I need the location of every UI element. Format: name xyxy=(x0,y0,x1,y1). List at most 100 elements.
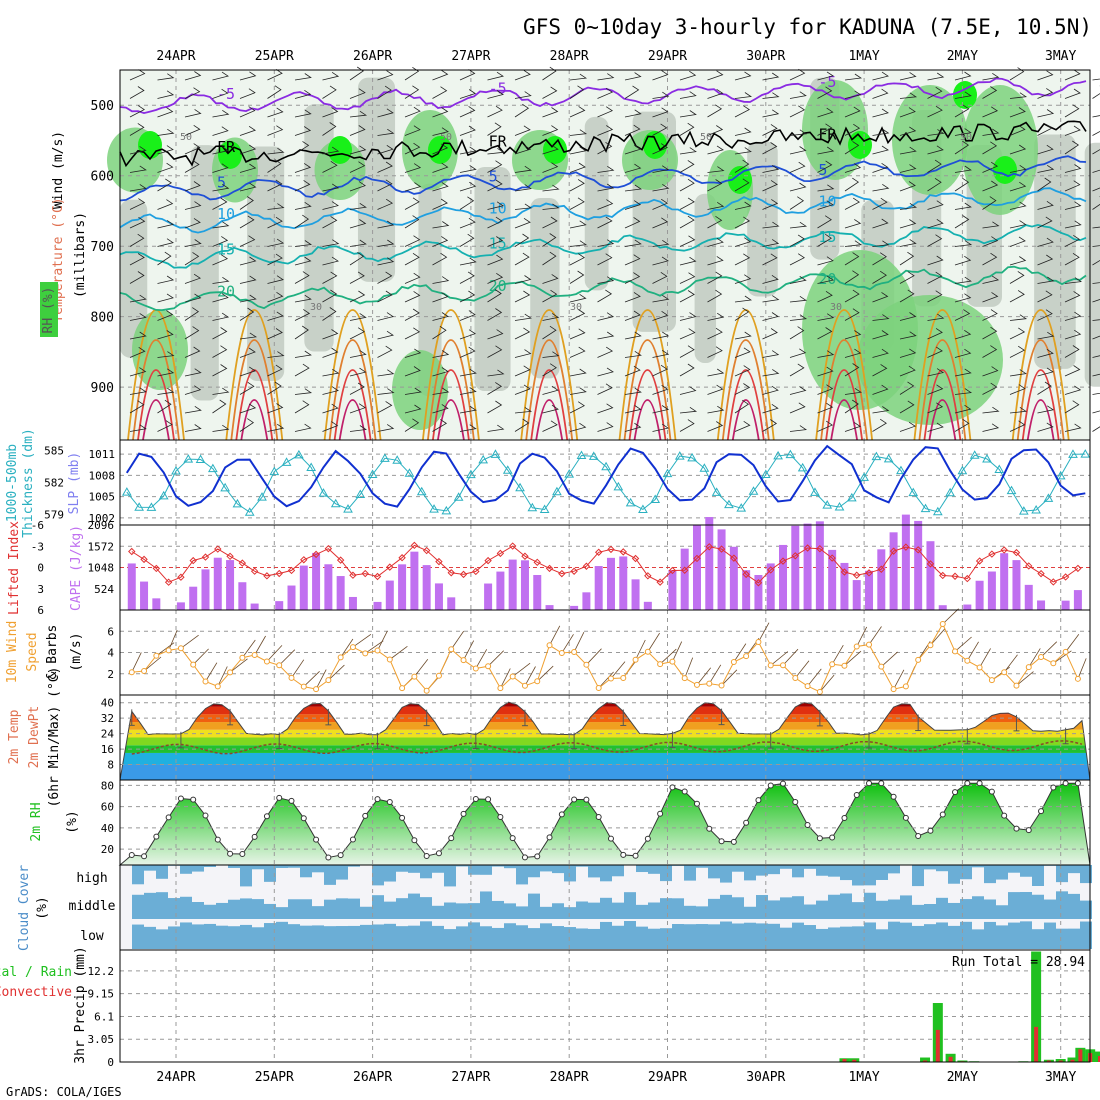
wind-barb xyxy=(789,275,807,284)
wind-barb xyxy=(377,198,394,210)
wind-barb xyxy=(872,128,890,136)
wind-barb xyxy=(872,71,889,81)
cloud-bar xyxy=(996,865,1008,880)
thickness-marker xyxy=(515,482,525,492)
wind-barb xyxy=(1064,220,1082,229)
wind-barb xyxy=(597,216,613,229)
cloud-bar xyxy=(192,865,204,872)
thickness-marker xyxy=(355,489,366,498)
warm-isotherm xyxy=(328,339,377,441)
wind-barb xyxy=(734,347,751,358)
wind-barb xyxy=(239,196,254,210)
wind-barb xyxy=(597,199,614,210)
wind-barb xyxy=(707,179,723,192)
cape-bar xyxy=(226,560,235,610)
cloud-bar xyxy=(288,865,300,868)
wind-speed-marker xyxy=(829,661,836,668)
li-marker xyxy=(717,545,726,553)
wind-barb xyxy=(239,125,256,136)
temp-outline xyxy=(119,701,1091,781)
warm-isotherm xyxy=(928,399,957,441)
wind-barb xyxy=(1037,422,1054,432)
wind-barb xyxy=(734,420,751,432)
cloud-bar xyxy=(924,903,936,919)
warm-isotherm xyxy=(240,399,269,441)
cloud-bar xyxy=(624,921,636,949)
wind-barb xyxy=(1064,385,1082,395)
wind-barb xyxy=(844,106,861,118)
cloud-bar xyxy=(204,904,216,919)
cape-bar xyxy=(692,524,701,610)
wind-barb xyxy=(734,365,751,377)
wind-barb xyxy=(157,275,175,284)
cloud-bar xyxy=(252,927,264,949)
li-marker xyxy=(853,571,861,579)
wind-barb xyxy=(1009,92,1028,99)
wind-barb xyxy=(157,251,172,266)
wind-barb xyxy=(239,106,256,118)
bottom-date-label: 30APR xyxy=(746,1070,785,1085)
rh-marker xyxy=(214,836,221,843)
wind-barb xyxy=(349,271,365,284)
wind-barb xyxy=(349,88,366,99)
wind-barb xyxy=(1092,299,1100,303)
cloud-bar xyxy=(264,865,276,882)
wind-speed-marker xyxy=(1074,675,1081,682)
wind-barb xyxy=(817,86,833,99)
wind-barb xyxy=(349,125,366,136)
rh-dry-band xyxy=(190,145,219,401)
precip-convective-bar xyxy=(852,1059,857,1062)
cape-bar xyxy=(434,583,443,610)
warm-isotherm xyxy=(721,339,770,441)
cloud-bar xyxy=(636,904,648,919)
temp-band xyxy=(120,745,1090,753)
li-tick-label: 0 xyxy=(37,562,44,575)
cloud-bar xyxy=(840,926,852,949)
thickness-marker xyxy=(822,500,833,509)
isotherm-line xyxy=(119,187,1087,234)
wind-barb xyxy=(404,308,420,321)
wind-speed-marker xyxy=(964,657,971,664)
cape-bar xyxy=(336,576,345,610)
wind-barb xyxy=(377,239,395,247)
cloud-bar xyxy=(216,902,228,919)
wind-barb xyxy=(212,364,228,377)
wind-barb xyxy=(789,295,808,303)
wind-barb xyxy=(624,124,641,136)
wind-speed-marker xyxy=(620,675,627,682)
warm-isotherm xyxy=(432,369,470,441)
wind-barb xyxy=(129,86,145,99)
wind-barb xyxy=(624,72,642,81)
thickness-tick-label: 579 xyxy=(44,508,64,521)
wind-speed-marker xyxy=(743,653,750,660)
wind-barb xyxy=(487,272,504,284)
cloud-bar xyxy=(588,865,600,878)
wind-barb xyxy=(459,233,475,247)
thickness-marker xyxy=(552,486,562,496)
rh-marker xyxy=(349,836,356,843)
wind-barb xyxy=(954,293,972,303)
wind-speed-marker xyxy=(841,662,848,669)
wind-barb xyxy=(1037,123,1053,136)
cloud-bar xyxy=(1032,894,1044,919)
cape-bar xyxy=(152,598,161,610)
wind-barb xyxy=(432,86,448,99)
wind-barb xyxy=(872,418,887,432)
wind-barb xyxy=(789,314,808,321)
wind-barb xyxy=(487,329,504,340)
wind-barb xyxy=(459,165,477,173)
wind-speed-marker xyxy=(362,650,369,657)
wind-speed-marker xyxy=(239,654,246,661)
wind-barb xyxy=(954,91,972,99)
wind-barb xyxy=(982,196,997,210)
precip-tick-label: 12.2 xyxy=(88,965,115,978)
wind-barb xyxy=(322,216,338,229)
li-marker xyxy=(582,562,591,570)
thickness-marker xyxy=(134,502,144,511)
wind-barb xyxy=(762,350,780,358)
wind-barb xyxy=(817,71,834,81)
rh-contour-label: 50 xyxy=(700,132,712,143)
warm-isotherm xyxy=(225,309,284,441)
wind-barb xyxy=(404,327,421,340)
wind-barb xyxy=(542,325,557,340)
